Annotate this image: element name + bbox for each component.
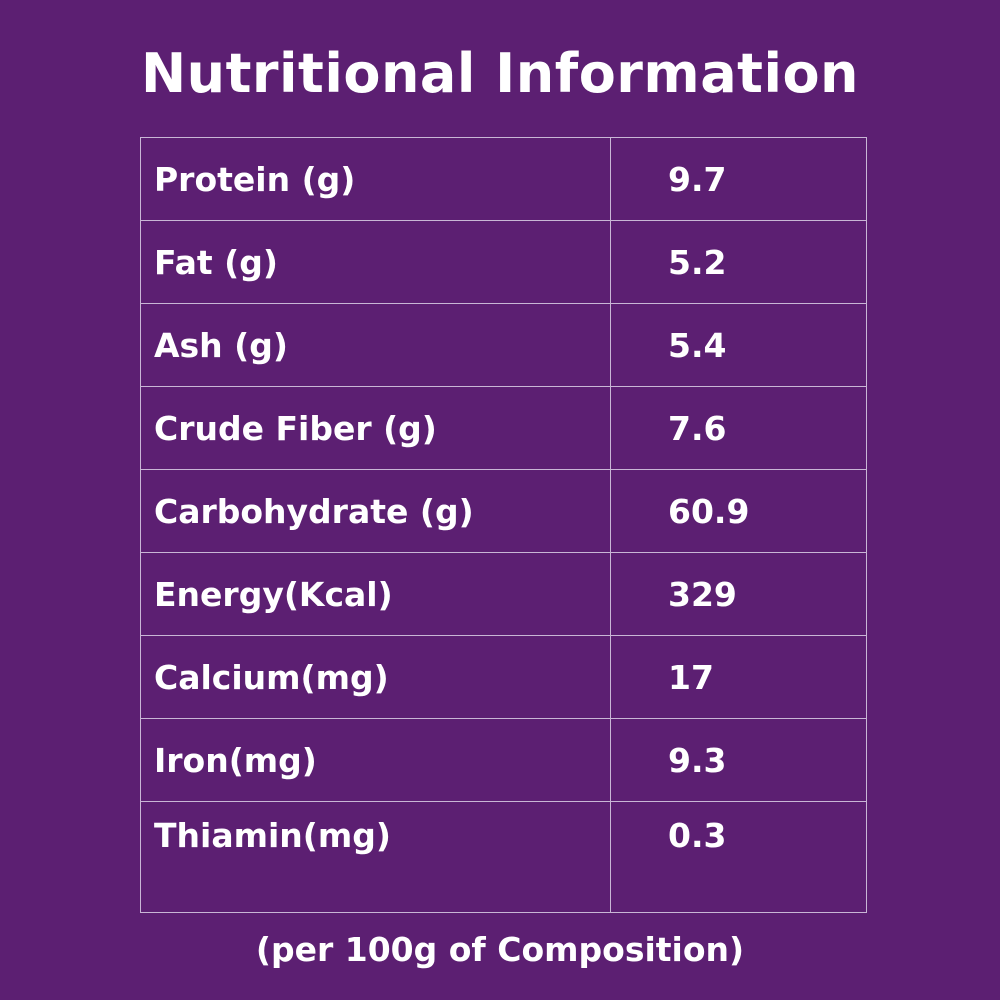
nutrient-value: 9.7	[610, 137, 867, 221]
nutrient-value: 5.4	[610, 303, 867, 387]
nutrient-value: 17	[610, 635, 867, 719]
nutrient-value: 60.9	[610, 469, 867, 553]
table-row: Crude Fiber (g) 7.6	[140, 386, 867, 470]
nutrient-value: 329	[610, 552, 867, 636]
nutrient-label: Calcium(mg)	[140, 635, 611, 719]
table-row: Carbohydrate (g) 60.9	[140, 469, 867, 553]
nutrient-value: 5.2	[610, 220, 867, 304]
nutrition-table: Protein (g) 9.7 Fat (g) 5.2 Ash (g) 5.4 …	[140, 137, 867, 913]
table-row: Energy(Kcal) 329	[140, 552, 867, 636]
nutrient-value: 9.3	[610, 718, 867, 802]
nutrient-label: Crude Fiber (g)	[140, 386, 611, 470]
table-row: Ash (g) 5.4	[140, 303, 867, 387]
page-title: Nutritional Information	[140, 42, 860, 105]
footnote: (per 100g of Composition)	[255, 930, 745, 969]
table-row: Iron(mg) 9.3	[140, 718, 867, 802]
nutrient-value: 0.3	[610, 801, 867, 913]
table-row: Thiamin(mg) 0.3	[140, 801, 867, 913]
nutrient-label: Energy(Kcal)	[140, 552, 611, 636]
table-row: Calcium(mg) 17	[140, 635, 867, 719]
table-row: Fat (g) 5.2	[140, 220, 867, 304]
nutrient-label: Iron(mg)	[140, 718, 611, 802]
table-row: Protein (g) 9.7	[140, 137, 867, 221]
nutrient-label: Thiamin(mg)	[140, 801, 611, 913]
nutrient-label: Carbohydrate (g)	[140, 469, 611, 553]
nutrient-value: 7.6	[610, 386, 867, 470]
nutrient-label: Fat (g)	[140, 220, 611, 304]
nutrient-label: Protein (g)	[140, 137, 611, 221]
nutrient-label: Ash (g)	[140, 303, 611, 387]
